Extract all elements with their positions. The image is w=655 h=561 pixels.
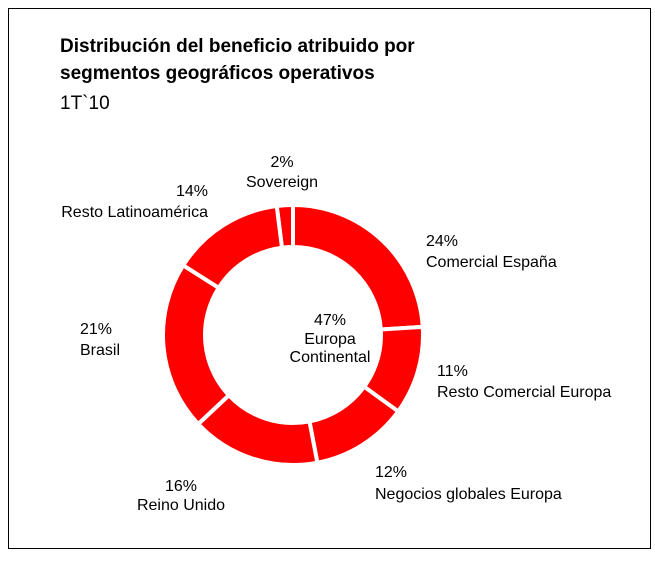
center-text: Europa xyxy=(304,331,356,348)
category-label: Sovereign xyxy=(246,174,318,191)
donut-slice xyxy=(180,203,285,291)
center-text: Continental xyxy=(290,349,371,366)
category-label: Negocios globales Europa xyxy=(375,486,562,503)
category-label: Resto Comercial Europa xyxy=(437,384,611,401)
value-label: 24% xyxy=(426,233,458,250)
value-label: 12% xyxy=(375,464,407,481)
frame xyxy=(8,8,651,549)
value-label: 21% xyxy=(80,321,112,338)
chart-title: Distribución del beneficio atribuido por xyxy=(60,36,415,57)
center-label: 47% xyxy=(314,312,346,329)
category-label: Brasil xyxy=(80,342,120,359)
chart-title: segmentos geográficos operativos xyxy=(60,63,375,84)
value-label: 11% xyxy=(437,363,468,380)
value-label: 14% xyxy=(176,183,208,200)
chart-subtitle: 1T`10 xyxy=(60,93,110,114)
value-label: 2% xyxy=(270,154,293,171)
value-label: 16% xyxy=(165,478,197,495)
category-label: Reino Unido xyxy=(137,497,225,514)
category-label: Comercial España xyxy=(426,254,557,271)
category-label: Resto Latinoamérica xyxy=(61,204,208,221)
